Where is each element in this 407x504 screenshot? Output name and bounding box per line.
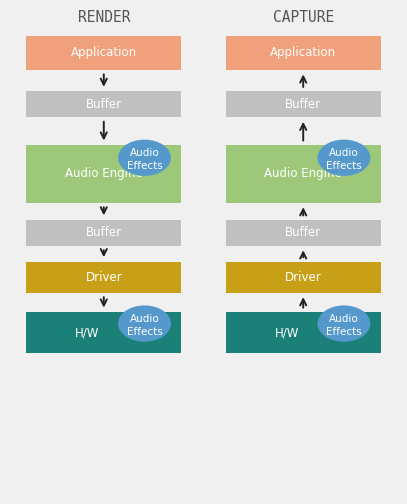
FancyBboxPatch shape	[26, 220, 181, 246]
Ellipse shape	[317, 140, 370, 176]
Text: Buffer: Buffer	[86, 98, 122, 111]
Text: Audio: Audio	[329, 314, 359, 324]
Text: Effects: Effects	[326, 161, 362, 171]
FancyBboxPatch shape	[226, 91, 381, 117]
Text: Audio Engine: Audio Engine	[264, 167, 342, 180]
Text: Application: Application	[270, 46, 336, 59]
Text: RENDER: RENDER	[78, 10, 130, 25]
FancyBboxPatch shape	[26, 36, 181, 70]
FancyBboxPatch shape	[226, 36, 381, 70]
Text: Audio Engine: Audio Engine	[65, 167, 143, 180]
Text: Buffer: Buffer	[285, 98, 321, 111]
Text: H/W: H/W	[75, 326, 100, 339]
FancyBboxPatch shape	[226, 220, 381, 246]
Text: Driver: Driver	[85, 271, 122, 284]
Text: Effects: Effects	[127, 327, 162, 337]
FancyBboxPatch shape	[26, 262, 181, 293]
Text: Application: Application	[71, 46, 137, 59]
Ellipse shape	[118, 140, 171, 176]
Text: Buffer: Buffer	[86, 226, 122, 239]
FancyBboxPatch shape	[226, 262, 381, 293]
Text: Buffer: Buffer	[285, 226, 321, 239]
Text: Audio: Audio	[129, 148, 160, 158]
Text: Audio: Audio	[329, 148, 359, 158]
Text: H/W: H/W	[275, 326, 299, 339]
Text: Effects: Effects	[127, 161, 162, 171]
FancyBboxPatch shape	[26, 145, 181, 203]
Ellipse shape	[118, 305, 171, 342]
FancyBboxPatch shape	[226, 312, 381, 353]
Text: CAPTURE: CAPTURE	[273, 10, 334, 25]
Ellipse shape	[317, 305, 370, 342]
Text: Driver: Driver	[285, 271, 322, 284]
FancyBboxPatch shape	[26, 91, 181, 117]
FancyBboxPatch shape	[26, 312, 181, 353]
FancyBboxPatch shape	[226, 145, 381, 203]
Text: Effects: Effects	[326, 327, 362, 337]
Text: Audio: Audio	[129, 314, 160, 324]
